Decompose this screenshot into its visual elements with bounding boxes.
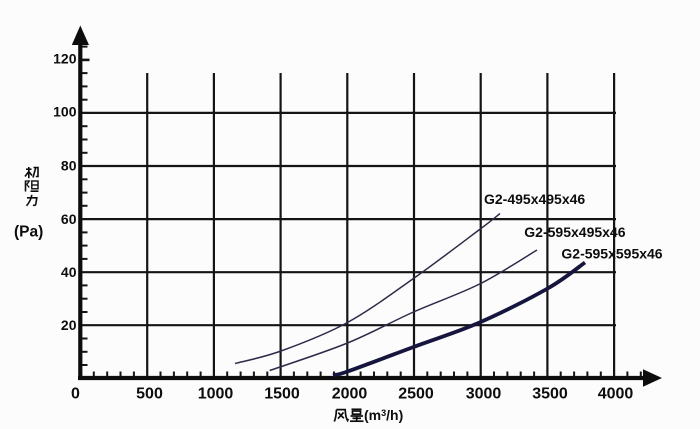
- svg-text:80: 80: [61, 157, 77, 173]
- svg-text:(Pa): (Pa): [14, 224, 43, 241]
- svg-text:0: 0: [71, 386, 80, 403]
- svg-text:3500: 3500: [532, 386, 568, 403]
- svg-text:60: 60: [61, 211, 77, 227]
- svg-text:G2-495x495x46: G2-495x495x46: [484, 191, 585, 207]
- svg-text:120: 120: [53, 50, 77, 66]
- svg-text:20: 20: [61, 317, 77, 333]
- svg-text:100: 100: [53, 103, 77, 119]
- svg-text:3000: 3000: [466, 386, 502, 403]
- svg-text:2500: 2500: [398, 386, 434, 403]
- svg-text:2000: 2000: [332, 386, 368, 403]
- svg-text:500: 500: [136, 386, 163, 403]
- svg-text:G2-595x495x46: G2-595x495x46: [524, 224, 625, 240]
- svg-text:(m3/h): (m3/h): [364, 407, 403, 423]
- svg-text:40: 40: [61, 264, 77, 280]
- svg-text:1000: 1000: [198, 386, 234, 403]
- svg-text:4000: 4000: [598, 386, 634, 403]
- svg-text:G2-595x595x46: G2-595x595x46: [561, 246, 662, 262]
- svg-text:1500: 1500: [264, 386, 300, 403]
